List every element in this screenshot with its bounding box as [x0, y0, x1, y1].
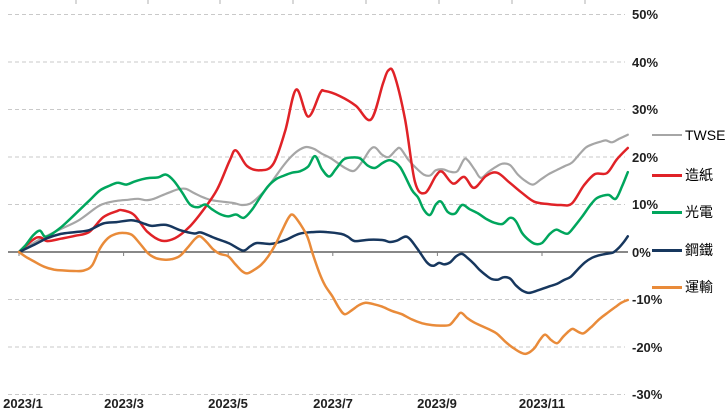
- series-line-光電: [17, 154, 630, 254]
- legend-line-swatch: [652, 134, 682, 136]
- x-axis-label: 2023/7: [313, 396, 353, 411]
- series-line-鋼鐵: [17, 218, 630, 295]
- y-axis-label: -10%: [632, 292, 663, 307]
- legend-line-swatch: [652, 285, 682, 289]
- y-axis-label: 0%: [632, 245, 651, 260]
- legend-item-鋼鐵: 鋼鐵: [652, 240, 713, 260]
- legend-label: TWSE: [685, 127, 726, 143]
- y-axis-label: 30%: [632, 102, 659, 117]
- series-line-TWSE: [17, 133, 629, 254]
- legend-line-swatch: [652, 210, 682, 214]
- x-axis-label: 2023/9: [417, 396, 457, 411]
- legend-item-運輸: 運輸: [652, 277, 713, 297]
- series-line-造紙: [17, 67, 630, 254]
- legend-label: 光電: [685, 204, 713, 220]
- y-axis-label: -30%: [632, 387, 663, 402]
- y-axis-label: 20%: [632, 150, 659, 165]
- y-axis-label: -20%: [632, 340, 663, 355]
- legend-label: 運輸: [685, 279, 713, 295]
- x-axis-label: 2023/3: [104, 396, 144, 411]
- series-line-運輸: [17, 213, 630, 356]
- x-axis-label: 2023/11: [518, 396, 566, 411]
- legend-label: 造紙: [685, 167, 713, 183]
- legend-label: 鋼鐵: [685, 242, 713, 258]
- y-axis-label: 50%: [632, 7, 659, 22]
- y-axis-label: 40%: [632, 55, 659, 70]
- legend-line-swatch: [652, 173, 682, 177]
- legend-item-TWSE: TWSE: [652, 127, 725, 143]
- legend-line-swatch: [652, 248, 682, 252]
- legend-item-光電: 光電: [652, 202, 713, 222]
- x-axis-label: 2023/1: [3, 396, 43, 411]
- legend-item-造紙: 造紙: [652, 165, 713, 185]
- y-axis-label: 10%: [632, 197, 659, 212]
- x-axis-label: 2023/5: [208, 396, 248, 411]
